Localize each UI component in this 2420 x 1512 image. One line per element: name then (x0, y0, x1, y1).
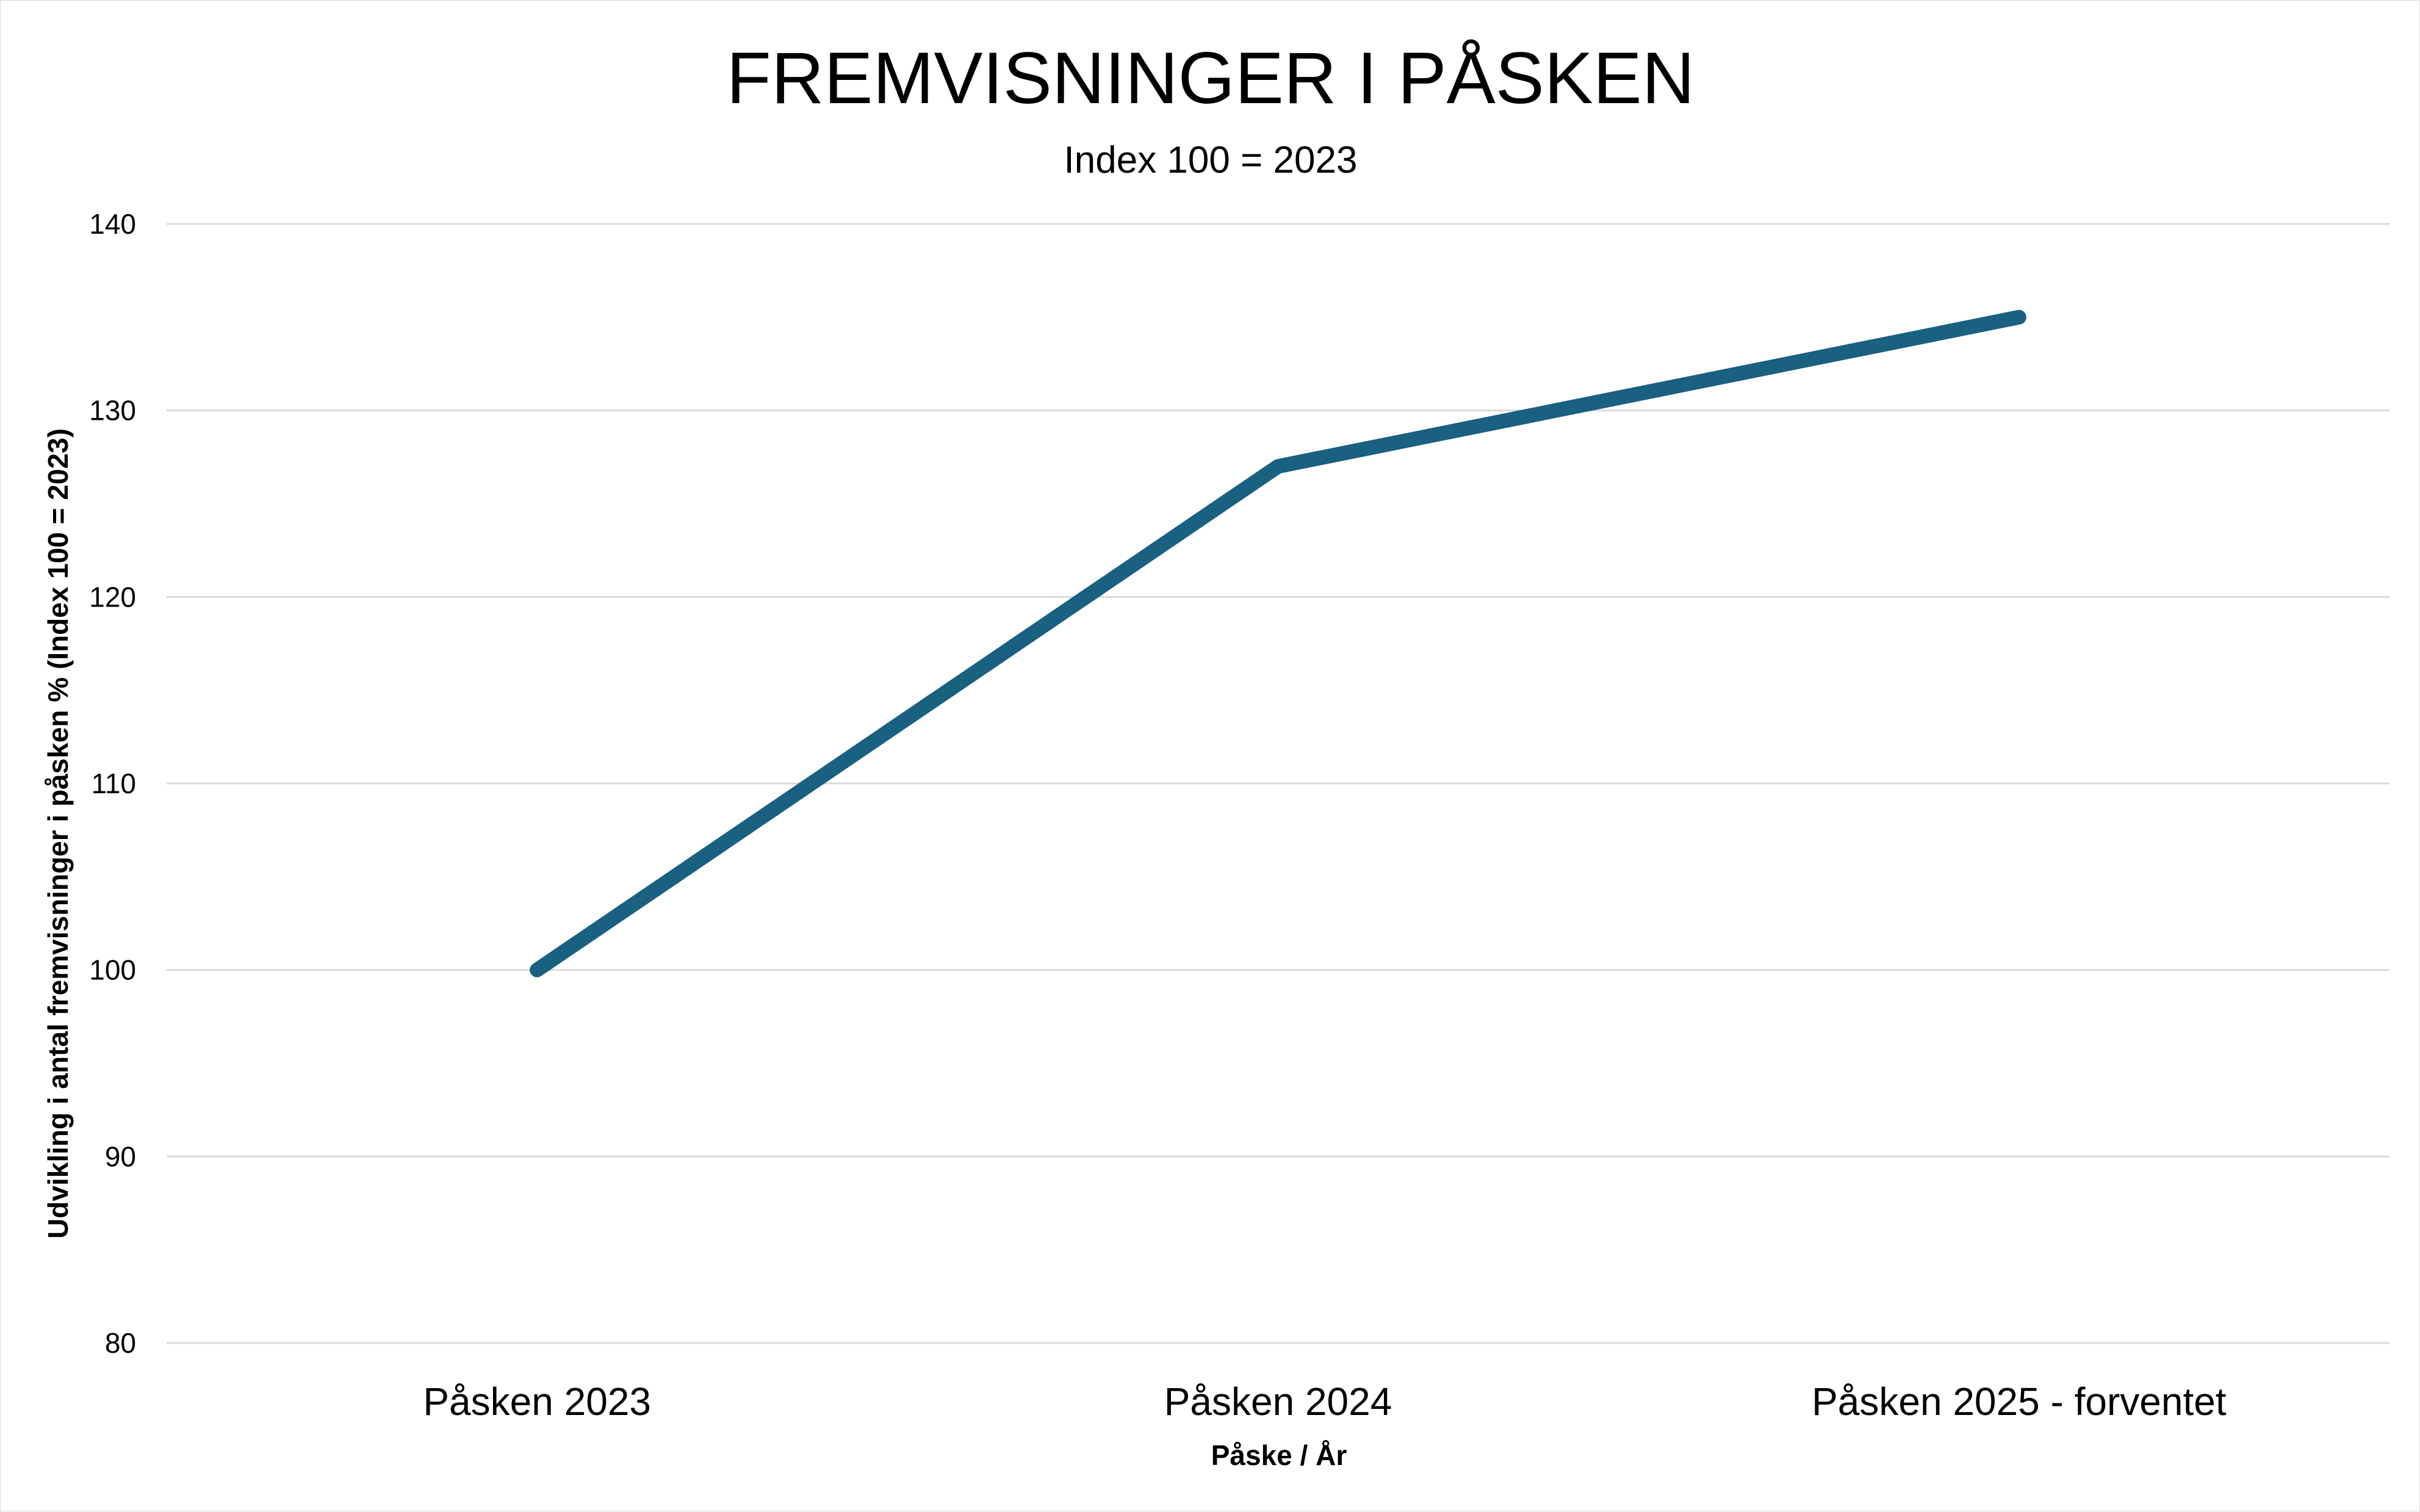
x-tick-label: Påsken 2024 (1164, 1380, 1392, 1424)
y-tick-label: 130 (89, 395, 136, 427)
y-axis-ticks: 80 90 100 110 120 130 140 (89, 208, 136, 1359)
y-tick-label: 100 (89, 954, 136, 986)
data-point (2018, 316, 2020, 318)
series-line (530, 309, 2026, 977)
y-tick-label: 110 (92, 768, 136, 799)
chart-title: FREMVISNINGER I PÅSKEN (727, 37, 1695, 119)
data-point (1277, 466, 1279, 467)
series-layer (530, 309, 2026, 977)
chart-subtitle: Index 100 = 2023 (1064, 139, 1358, 181)
gridlines (167, 223, 2389, 1344)
y-tick-label: 140 (89, 208, 136, 240)
y-tick-label: 90 (105, 1140, 136, 1172)
x-axis-ticks: Påsken 2023 Påsken 2024 Påsken 2025 - forv… (423, 1380, 2226, 1424)
x-axis-title: Påske / År (1211, 1439, 1347, 1471)
y-tick-label: 120 (89, 581, 136, 613)
y-tick-label: 80 (105, 1327, 136, 1359)
x-tick-label: Påsken 2023 (423, 1380, 651, 1424)
x-tick-label: Påsken 2025 - forventet (1812, 1380, 2227, 1424)
y-axis-title: Udvikling i antal fremvisninger i påsken… (42, 428, 74, 1239)
data-point (536, 969, 538, 971)
